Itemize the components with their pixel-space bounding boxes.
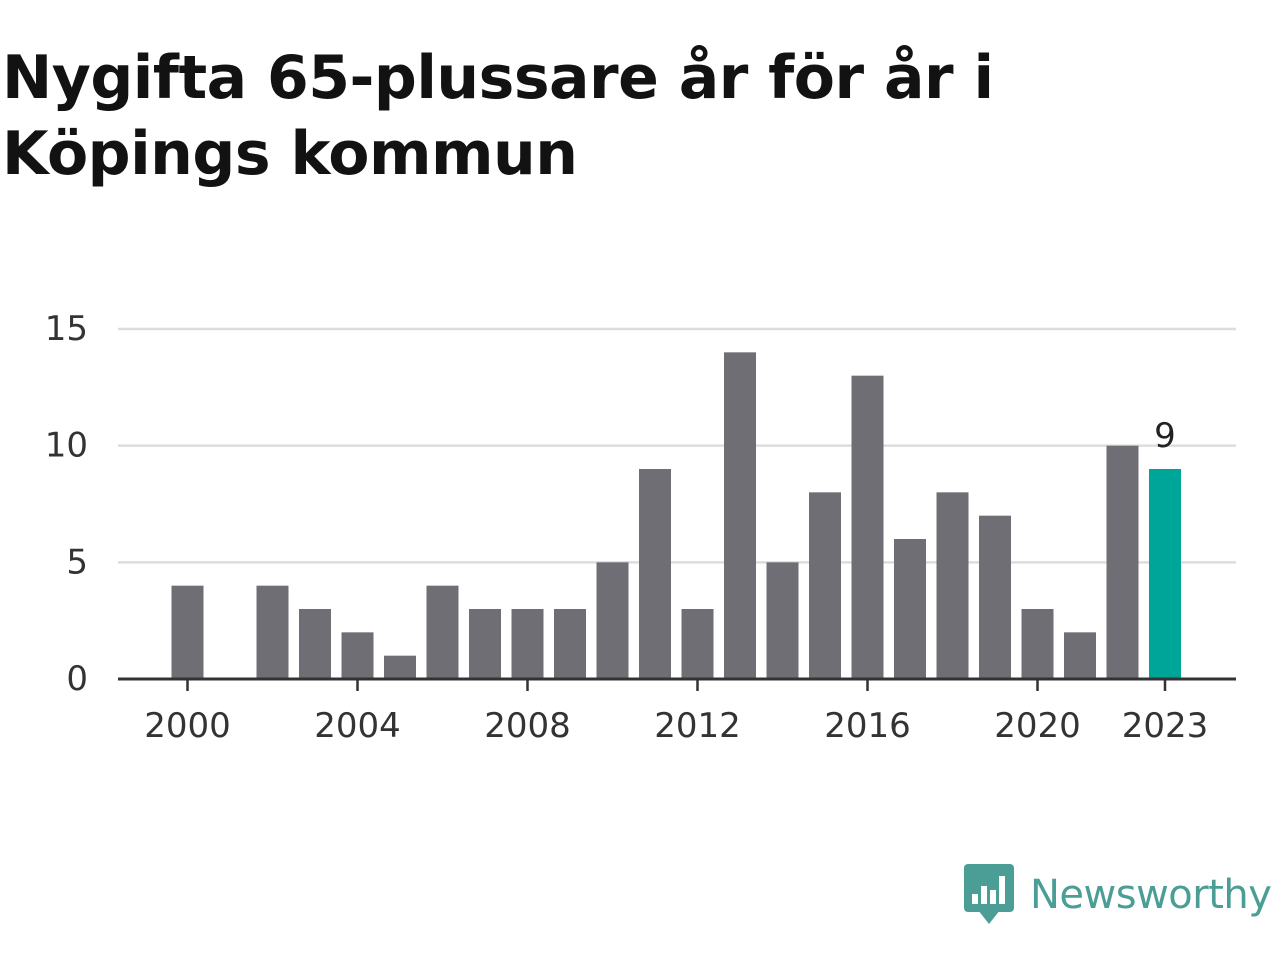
x-tick-label: 2004 — [314, 706, 401, 746]
x-tick-label: 2016 — [824, 706, 911, 746]
brand-logo: Newsworthy — [964, 864, 1272, 926]
bar — [894, 539, 926, 679]
y-tick-label: 10 — [45, 426, 88, 466]
bar — [426, 585, 459, 679]
bar — [724, 352, 756, 679]
bar — [1106, 445, 1139, 679]
bars — [171, 352, 1181, 679]
x-tick-label: 2023 — [1122, 706, 1209, 746]
y-tick-label: 15 — [45, 309, 88, 349]
x-axis — [118, 677, 1236, 691]
x-tick-label: 2020 — [994, 706, 1081, 746]
newsworthy-logo-icon — [964, 864, 1014, 924]
bar — [1021, 609, 1054, 679]
bar — [554, 609, 586, 679]
gridlines — [118, 327, 1236, 564]
bar — [851, 375, 884, 679]
bar — [171, 585, 204, 679]
y-tick-label: 5 — [66, 542, 88, 582]
bar — [341, 632, 374, 679]
bar — [936, 492, 969, 679]
bar — [639, 469, 671, 679]
x-tick-label: 2000 — [144, 706, 231, 746]
bar — [299, 609, 331, 679]
x-tick-label: 2008 — [484, 706, 571, 746]
chart-title: Nygifta 65-plussare år för år i Köpings … — [2, 43, 994, 189]
brand-name: Newsworthy — [1030, 872, 1272, 918]
bar — [511, 609, 544, 679]
bar-highlight — [1149, 469, 1181, 679]
labels: 0 5 10 15 9 2000 2004 2008 2012 2016 2020 2023 — [45, 309, 1209, 746]
data-label: 9 — [1154, 416, 1176, 456]
bar — [766, 562, 799, 679]
bar — [256, 585, 289, 679]
y-tick-label: 0 — [66, 659, 88, 699]
bar — [1064, 632, 1096, 679]
bar — [681, 609, 714, 679]
bar — [384, 655, 416, 679]
bar — [979, 515, 1011, 679]
bar — [469, 609, 501, 679]
bar — [809, 492, 841, 679]
x-tick-label: 2012 — [654, 706, 741, 746]
bar — [596, 562, 629, 679]
